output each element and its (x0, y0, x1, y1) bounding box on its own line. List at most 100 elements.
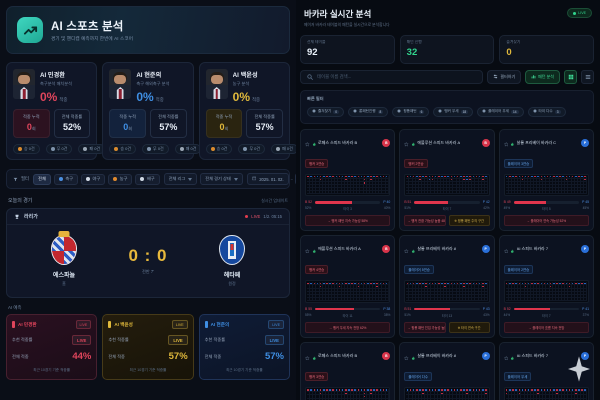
prediction-pill[interactable]: → 뱅커 전환 가능성 높음 48% (404, 215, 446, 227)
search-box[interactable] (300, 69, 484, 84)
analyst-card[interactable]: AI 민경환 축구분석 매치분석 0% 적중 적중 누적 0회 전체 적중률 52% 승 0건 무… (6, 62, 106, 160)
road-cell (422, 291, 426, 295)
star-icon[interactable] (503, 347, 509, 365)
road-cell (562, 191, 566, 195)
prediction-pill[interactable]: → 뱅커 우세 지속 전망 62% (305, 322, 391, 334)
star-icon[interactable] (503, 134, 509, 152)
road-bead (323, 175, 325, 178)
road-bead (376, 389, 378, 392)
road-cell (360, 294, 364, 299)
grid-view-icon[interactable] (564, 69, 577, 84)
sport-filter-농구[interactable]: 농구 (108, 173, 133, 185)
analyst-card[interactable]: AI 백윤성 농구 분석 0% 적중 적중 누적 0회 전체 적중률 57% 승 0건 무 0건 패… (198, 62, 296, 160)
baccarat-table-card[interactable]: 에볼루션 스피드 바카라 A B 뱅커 4연승 B 55 P 38 55% 타이 11 38%… (300, 235, 396, 339)
road-bead (419, 178, 421, 181)
road-cell (319, 191, 323, 195)
road-cell (518, 282, 522, 286)
road-bead (447, 175, 449, 178)
road-bead (453, 389, 456, 392)
search-input[interactable] (317, 74, 477, 79)
road-cell (559, 291, 563, 295)
star-icon[interactable] (404, 347, 409, 365)
star-icon[interactable] (304, 347, 310, 365)
baccarat-table-card[interactable]: 에볼루션 스피드 바카라 A B 뱅커 2연승 B 51 P 42 51% 타이 7 42% →… (399, 128, 495, 232)
prediction-card[interactable]: AI 백윤성 LIVE 추천 적중률 LIVE 전체 적중 57% 최근 10경기 기준 적… (102, 314, 194, 380)
baccarat-table-card[interactable]: 살롱 프리베이 바카라 A P 플레이어 5연승 B 51 P 43 51% 타이 13 43… (399, 235, 495, 339)
road-cell (415, 181, 419, 185)
quick-filter-chip[interactable]: 핑퐁패턴 6 (392, 106, 430, 117)
road-cell (527, 298, 531, 302)
pattern-analyze-button[interactable]: 패턴 분석 (525, 69, 560, 84)
road-cell (540, 285, 544, 289)
road-cell (530, 389, 534, 393)
sport-filter-축구[interactable]: 축구 (53, 173, 79, 185)
star-icon[interactable] (404, 240, 409, 258)
filter-select[interactable]: 전체 리그 (163, 173, 198, 185)
road-bead (463, 285, 465, 288)
road-cell (360, 291, 364, 295)
prediction-pill[interactable]: ※ 핑퐁 패턴 주의 구간 (448, 215, 490, 227)
road-bead (307, 282, 309, 285)
road-cell (425, 389, 429, 393)
analyst-card[interactable]: AI 현준의 축구 해외축구 분석 0% 적중 적중 누적 0회 전체 적중률 57% 승 0건… (102, 62, 202, 160)
road-cell (472, 288, 476, 292)
road-cell (562, 188, 566, 192)
road-cell (360, 175, 364, 179)
road-cell (437, 392, 441, 396)
baccarat-table-card[interactable]: 로페스 스피드 바카라 B B 뱅커 3연승 B 52 P 40 52% 타이 3 40% → … (300, 128, 396, 232)
road-cell (366, 389, 370, 393)
prediction-pill[interactable]: → 플레이어 연속 가능성 52% (503, 215, 589, 227)
road-cell (574, 298, 578, 302)
star-icon[interactable] (304, 240, 310, 258)
list-view-icon[interactable] (581, 69, 594, 84)
quick-filter-chip[interactable]: 타이 다수 3 (527, 106, 566, 117)
star-icon[interactable] (304, 134, 310, 152)
road-cell (418, 288, 423, 292)
filter-button[interactable]: 필터하기 (487, 69, 522, 84)
road-cell (459, 392, 463, 396)
road-cell (332, 395, 336, 399)
prediction-pill[interactable]: ※ 타이 연속 구간 (448, 322, 490, 334)
road-cell (351, 398, 355, 400)
road-cell (310, 181, 314, 185)
star-icon[interactable] (503, 240, 509, 258)
player-label: P 43 (482, 307, 490, 312)
road-cell (338, 389, 342, 393)
date-picker[interactable]: 2026. 01. 31. (295, 173, 296, 185)
road-bead (313, 175, 316, 178)
progress-track (513, 201, 580, 204)
road-cell (559, 398, 563, 400)
date-picker[interactable]: 2025. 01. 02. (246, 173, 289, 185)
road-cell (319, 392, 323, 396)
match-card[interactable]: 라리가 LIVE 1/2. 05:15 에스파뇰 홈 (6, 208, 290, 298)
road-bead (422, 392, 424, 395)
prediction-card[interactable]: AI 민경환 LIVE 추천 적중률 LIVE 전체 적중 44% 최근 10경기 기준 적… (6, 314, 98, 380)
prediction-pill[interactable]: → 뱅커 패턴 지속 가능성 58% (305, 215, 391, 227)
quick-filter-chip[interactable]: 즐겨찾기 0 (307, 106, 345, 117)
quick-filter-chip[interactable]: 플레이어 우세 14 (477, 106, 524, 117)
road-cell (338, 395, 342, 399)
prediction-pill[interactable]: → 핑퐁 패턴 진입 가능성 높음 (404, 322, 446, 334)
road-cell (350, 395, 355, 399)
road-cell (527, 392, 531, 396)
stat-hits-label: 적중 누적 (23, 114, 40, 119)
road-cell (521, 285, 525, 289)
prediction-pill[interactable]: → 플레이어 흐름 지속 전망 (503, 322, 589, 334)
sport-filter-배구[interactable]: 배구 (135, 173, 160, 185)
road-cell (484, 282, 488, 286)
star-icon[interactable] (404, 134, 409, 152)
filter-select[interactable]: 전체 경기 상태 (200, 173, 243, 185)
quick-filter-chip[interactable]: 롱패턴진행 8 (348, 106, 389, 117)
prediction-card[interactable]: AI 현준의 LIVE 추천 적중률 LIVE 전체 적중 57% 최근 10경기 기준 적… (198, 314, 290, 380)
sport-filter-전체[interactable]: 전체 (33, 173, 51, 185)
road-cell (555, 395, 560, 399)
baccarat-table-card[interactable]: AI 스피드 바카라 7 P 플레이어 2연승 B 52 P 41 44% 타이 7 37% →… (498, 235, 594, 339)
road-bead (376, 285, 378, 288)
filter-bar[interactable]: 필터 전체 축구 야구 농구 배구 전체 리그 전체 경기 상태 2025. 01. 02… (6, 169, 296, 189)
quick-filter-chip[interactable]: 뱅커 우세 18 (433, 106, 474, 117)
sport-filter-야구[interactable]: 야구 (81, 173, 106, 185)
baccarat-table-card[interactable]: 살롱 프리베이 바카라 C P 플레이어 3연승 B 49 P 45 49% 타이 5 45%… (498, 128, 594, 232)
